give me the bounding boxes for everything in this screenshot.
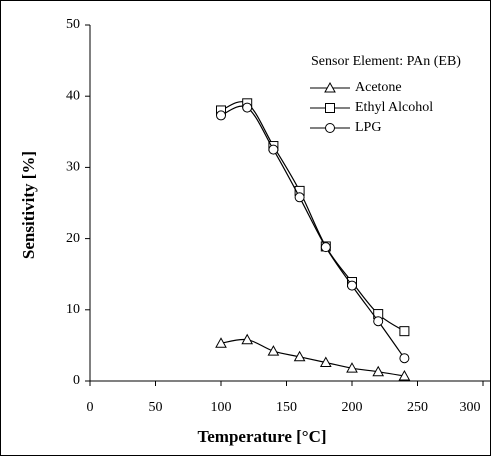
legend-label: Ethyl Alcohol bbox=[355, 100, 433, 115]
x-tick-label: 300 bbox=[460, 400, 481, 415]
data-point bbox=[242, 102, 253, 113]
x-axis-title: Temperature [°C] bbox=[197, 427, 326, 446]
y-tick-label: 20 bbox=[66, 231, 80, 246]
data-point bbox=[319, 356, 332, 367]
legend-label: LPG bbox=[355, 120, 381, 135]
y-tick-label: 30 bbox=[66, 160, 80, 175]
x-tick-label: 250 bbox=[407, 400, 428, 415]
legend-marker bbox=[324, 81, 336, 93]
legend-title: Sensor Element: PAn (EB) bbox=[311, 54, 461, 69]
y-tick-label: 10 bbox=[66, 302, 80, 317]
data-point bbox=[293, 350, 306, 362]
data-point bbox=[399, 326, 410, 337]
y-tick-label: 40 bbox=[66, 88, 80, 103]
x-tick-label: 150 bbox=[276, 400, 297, 415]
y-axis-title: Sensitivity [%] bbox=[19, 151, 38, 259]
x-tick-label: 100 bbox=[211, 400, 232, 415]
legend-marker bbox=[325, 123, 335, 133]
data-point bbox=[268, 144, 279, 155]
data-point bbox=[215, 337, 227, 348]
x-tick-label: 50 bbox=[149, 400, 163, 415]
data-point bbox=[399, 353, 410, 364]
x-tick-label: 0 bbox=[87, 400, 94, 415]
data-point bbox=[267, 345, 280, 356]
x-tick-label: 200 bbox=[342, 400, 363, 415]
data-point bbox=[346, 362, 358, 373]
y-tick-label: 0 bbox=[73, 373, 80, 388]
data-point bbox=[372, 365, 385, 377]
legend-label: Acetone bbox=[355, 80, 402, 95]
data-point bbox=[347, 280, 357, 291]
data-point bbox=[398, 369, 411, 381]
data-point bbox=[320, 242, 331, 253]
data-point bbox=[294, 192, 305, 203]
data-point bbox=[241, 333, 254, 345]
legend-marker bbox=[325, 103, 335, 113]
y-tick-label: 50 bbox=[66, 17, 80, 32]
data-point bbox=[373, 316, 384, 327]
data-point bbox=[216, 110, 226, 121]
